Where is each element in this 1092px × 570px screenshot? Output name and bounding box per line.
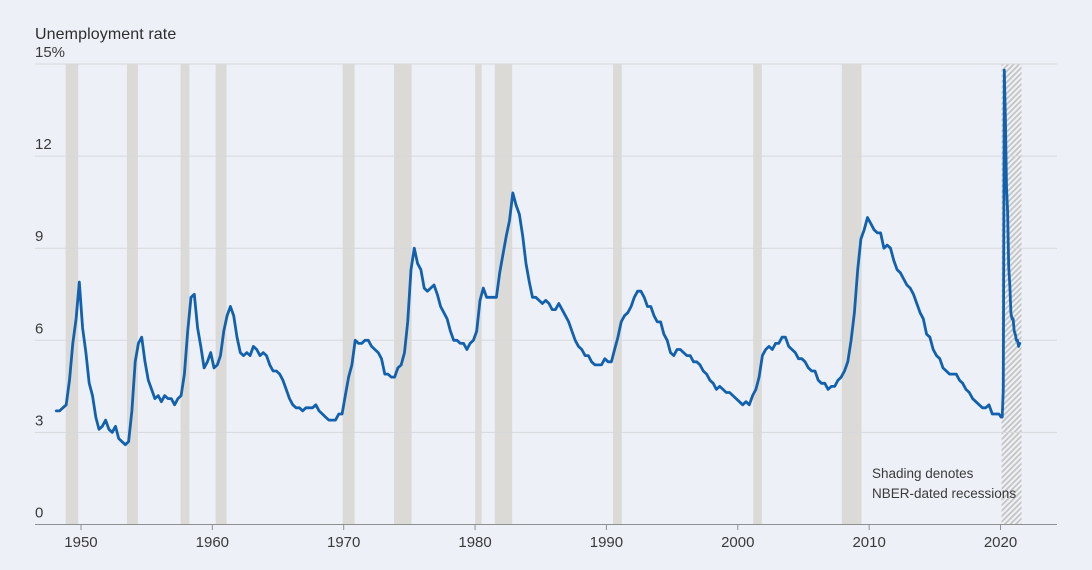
x-tick-label-2000: 2000 bbox=[721, 534, 754, 551]
y-tick-label-9: 9 bbox=[35, 228, 43, 245]
recession-band bbox=[126, 64, 138, 525]
y-tick-label-6: 6 bbox=[35, 320, 43, 337]
recession-band bbox=[342, 64, 355, 525]
recession-band bbox=[180, 64, 190, 525]
recession-band bbox=[475, 64, 482, 525]
y-tick-label-3: 3 bbox=[35, 412, 43, 429]
chart-title: Unemployment rate bbox=[35, 26, 177, 43]
x-tick-label-1950: 1950 bbox=[64, 534, 97, 551]
y-tick-label-12: 12 bbox=[35, 136, 52, 153]
gridlines bbox=[35, 63, 1057, 433]
recession-band bbox=[394, 64, 412, 525]
recession-bands bbox=[65, 64, 1022, 525]
y-tick-label-0: 0 bbox=[35, 505, 43, 522]
x-tick-label-2020: 2020 bbox=[984, 534, 1017, 551]
recession-band bbox=[65, 64, 79, 525]
unemployment-rate-line bbox=[54, 68, 1022, 447]
x-tick-label-1970: 1970 bbox=[327, 534, 360, 551]
recession-band bbox=[494, 64, 513, 525]
x-tick-label-2010: 2010 bbox=[852, 534, 885, 551]
note-line-2: NBER-dated recessions bbox=[872, 486, 1017, 501]
recession-band bbox=[841, 64, 862, 525]
recession-band bbox=[753, 64, 762, 525]
recession-band bbox=[612, 64, 622, 525]
x-tick-label-1960: 1960 bbox=[196, 534, 229, 551]
recession-band bbox=[215, 64, 227, 525]
x-tick-label-1980: 1980 bbox=[458, 534, 491, 551]
axis-labels: 1950 1960 1970 1980 1990 2000 2010 2020 0 3 6 9 12 15… bbox=[35, 44, 1017, 551]
recession-shading-note: Shading denotes NBER-dated recessions bbox=[872, 464, 1016, 504]
y-tick-label-15: 15% bbox=[35, 44, 65, 61]
x-axis bbox=[35, 524, 1057, 530]
x-tick-label-1990: 1990 bbox=[590, 534, 623, 551]
data-line bbox=[54, 68, 1022, 447]
note-line-1: Shading denotes bbox=[872, 466, 974, 481]
